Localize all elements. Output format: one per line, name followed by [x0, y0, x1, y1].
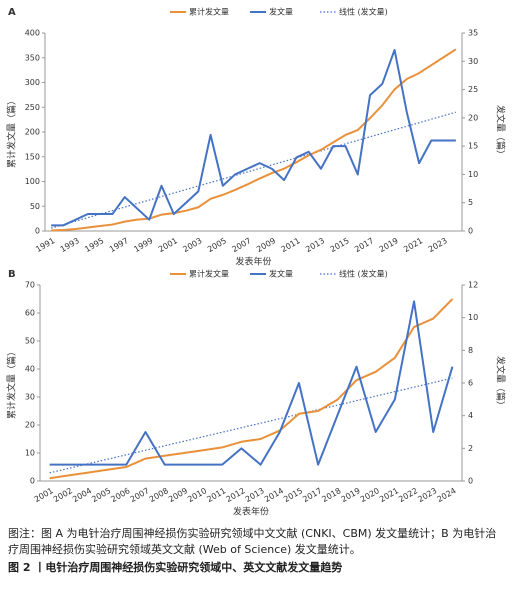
- x-tick-label: 1991: [34, 236, 56, 254]
- x-tick-label: 2006: [109, 486, 131, 504]
- y-tick-label: 150: [25, 152, 40, 161]
- x-tick-label: 2013: [304, 236, 326, 254]
- x-tick-label: 2023: [416, 486, 438, 504]
- y2-tick-label: 35: [468, 29, 478, 38]
- x-tick-label: 2023: [427, 236, 449, 254]
- series-line: [49, 298, 454, 480]
- x-tick-label: 2001: [33, 486, 55, 504]
- y-tick-label: 50: [25, 337, 35, 346]
- x-axis-title: 发表年份: [235, 256, 271, 268]
- y2-tick-label: 30: [468, 57, 478, 66]
- x-tick-label: 2008: [148, 486, 170, 504]
- legend-label: 线性 (发文量): [339, 269, 388, 279]
- y2-tick-label: 25: [468, 85, 478, 94]
- y-tick-label: 100: [25, 177, 40, 186]
- x-tick-label: 1995: [83, 236, 105, 254]
- legend-label: 发文量: [269, 7, 293, 17]
- figure: A050100150200250300350400051015202530351…: [6, 7, 507, 518]
- y2-tick-label: 15: [468, 142, 478, 151]
- y2-axis-title: 发文量（篇）: [495, 356, 507, 410]
- x-tick-label: 2011: [280, 236, 302, 254]
- x-tick-label: 2020: [359, 486, 381, 504]
- x-tick-label: 2002: [52, 486, 74, 504]
- x-tick-label: 2005: [206, 236, 228, 254]
- legend-label: 累计发文量: [189, 7, 229, 17]
- x-tick-label: 2022: [397, 486, 419, 504]
- y-tick-label: 20: [25, 421, 35, 430]
- legend-label: 发文量: [269, 269, 293, 279]
- x-tick-label: 2007: [230, 236, 252, 254]
- x-tick-label: 2005: [90, 486, 112, 504]
- x-axis-title: 发表年份: [233, 506, 269, 518]
- y2-tick-label: 6: [468, 379, 473, 388]
- x-tick-label: 2014: [263, 486, 285, 504]
- x-tick-label: 1999: [132, 236, 154, 254]
- x-tick-label: 2017: [301, 486, 323, 504]
- trend-line: [50, 111, 457, 229]
- x-tick-label: 2021: [378, 486, 400, 504]
- x-tick-label: 2004: [71, 486, 93, 504]
- x-tick-label: 2015: [329, 236, 351, 254]
- x-tick-label: 2009: [255, 236, 277, 254]
- x-tick-label: 1993: [59, 236, 81, 254]
- x-tick-label: 2019: [340, 486, 362, 504]
- y2-tick-label: 4: [468, 411, 473, 420]
- y-tick-label: 60: [25, 309, 35, 318]
- y-tick-label: 0: [35, 227, 40, 236]
- x-tick-label: 2019: [378, 236, 400, 254]
- y2-tick-label: 12: [468, 281, 478, 290]
- panel-label: B: [8, 269, 16, 280]
- y-axis-title: 累计发文量（篇）: [6, 347, 18, 419]
- series-line: [49, 300, 454, 466]
- x-tick-label: 2009: [167, 486, 189, 504]
- x-tick-label: 2010: [186, 486, 208, 504]
- caption-note: 图注：图 A 为电针治疗周围神经损伤实验研究领域中文文献 (CNKI、CBM) …: [8, 527, 497, 556]
- y-tick-label: 50: [30, 202, 40, 211]
- x-tick-label: 2011: [205, 486, 227, 504]
- x-tick-label: 1997: [108, 236, 130, 254]
- y-tick-label: 30: [25, 393, 35, 402]
- x-tick-label: 2012: [225, 486, 247, 504]
- y-axis-title: 累计发文量（篇）: [6, 96, 18, 168]
- series-line: [51, 48, 456, 227]
- x-tick-label: 2024: [436, 486, 458, 504]
- y2-tick-label: 20: [468, 113, 478, 122]
- y-tick-label: 70: [25, 281, 35, 290]
- y-tick-label: 350: [25, 53, 40, 62]
- x-tick-label: 2003: [181, 236, 203, 254]
- y2-tick-label: 0: [468, 227, 473, 236]
- x-tick-label: 2013: [244, 486, 266, 504]
- y2-axis-title: 发文量（篇）: [495, 105, 507, 159]
- x-tick-label: 2007: [129, 486, 151, 504]
- y-tick-label: 40: [25, 365, 35, 374]
- x-tick-label: 2018: [320, 486, 342, 504]
- y2-tick-label: 0: [468, 477, 473, 486]
- x-tick-label: 2001: [157, 236, 179, 254]
- x-tick-label: 2015: [282, 486, 304, 504]
- y-tick-label: 300: [25, 78, 40, 87]
- trend-line: [49, 377, 453, 474]
- y-tick-label: 0: [30, 477, 35, 486]
- y2-tick-label: 5: [468, 198, 473, 207]
- y-tick-label: 10: [25, 449, 35, 458]
- x-tick-label: 2021: [402, 236, 424, 254]
- y2-tick-label: 10: [468, 313, 478, 322]
- series-line: [51, 48, 457, 232]
- y-tick-label: 250: [25, 103, 40, 112]
- caption-title: 图 2 丨电针治疗周围神经损伤实验研究领域中、英文文献发文量趋势: [8, 561, 343, 574]
- y-tick-label: 400: [25, 29, 40, 38]
- y2-tick-label: 10: [468, 170, 478, 179]
- y2-tick-label: 2: [468, 444, 473, 453]
- x-tick-label: 2017: [353, 236, 375, 254]
- y2-tick-label: 8: [468, 346, 473, 355]
- panel-label: A: [8, 7, 16, 18]
- legend-label: 线性 (发文量): [339, 7, 388, 17]
- y-tick-label: 200: [25, 128, 40, 137]
- legend-label: 累计发文量: [189, 269, 229, 279]
